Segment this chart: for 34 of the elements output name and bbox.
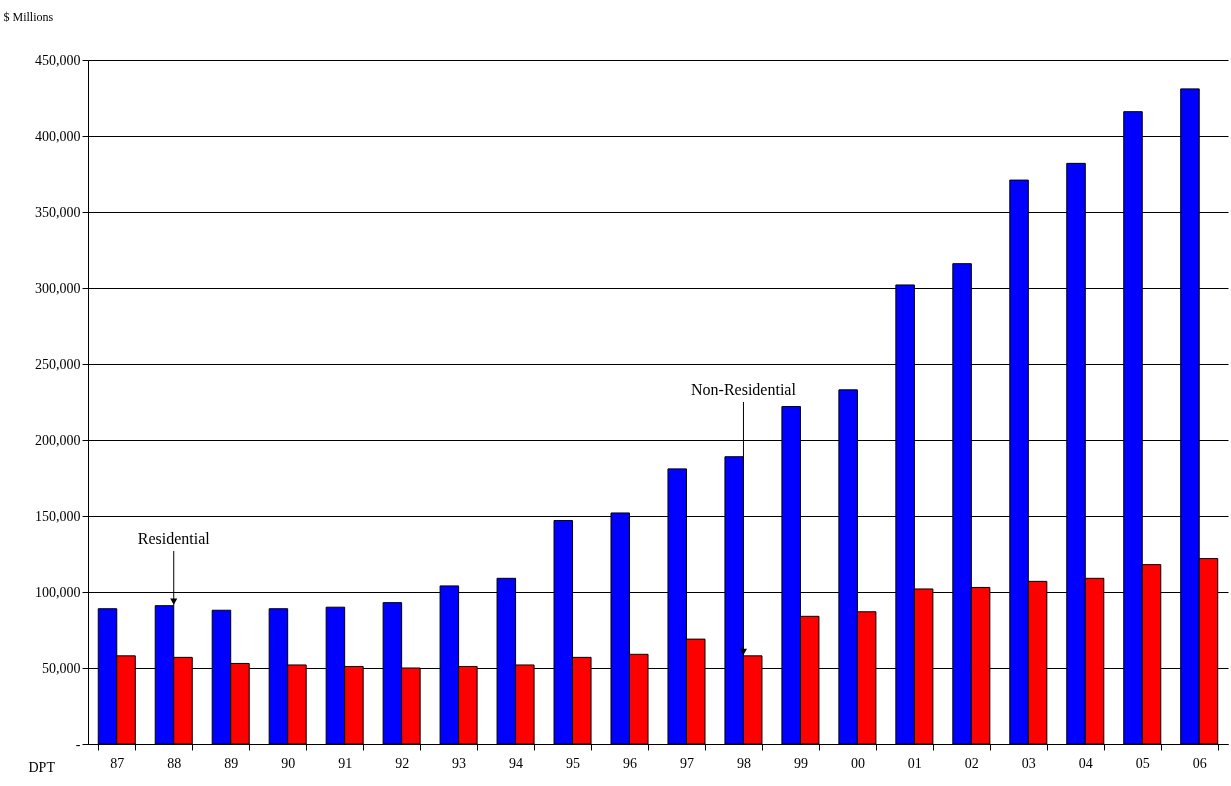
x-tick-label: 87 — [110, 755, 125, 771]
y-tick-label: - — [75, 736, 81, 752]
annotation: Non-Residential — [691, 381, 797, 398]
x-tick-label: 01 — [907, 755, 922, 771]
y-tick-label: 400,000 — [35, 128, 81, 144]
x-tick-label: 92 — [395, 755, 410, 771]
x-tick-label: 96 — [623, 755, 638, 771]
y-tick-label: 200,000 — [35, 432, 81, 448]
x-tick-label: 03 — [1021, 755, 1036, 771]
y-axis-title: $ Millions — [3, 9, 54, 24]
y-tick-label: 350,000 — [35, 204, 81, 220]
x-tick-label: 91 — [338, 755, 353, 771]
x-axis-title: DPT — [28, 759, 56, 775]
y-tick-label: 450,000 — [35, 52, 81, 68]
x-tick-label: 99 — [793, 755, 808, 771]
x-tick-label: 00 — [850, 755, 865, 771]
x-tick-label: 97 — [679, 755, 694, 771]
x-tick-label: 02 — [964, 755, 979, 771]
y-tick-label: 250,000 — [35, 356, 81, 372]
y-tick-label: 150,000 — [35, 508, 81, 524]
x-tick-label: 89 — [224, 755, 239, 771]
x-tick-label: 94 — [509, 755, 524, 771]
x-tick-label: 88 — [167, 755, 182, 771]
annotation: Residential — [137, 529, 211, 547]
y-tick-label: 300,000 — [35, 280, 81, 296]
y-tick-label: 50,000 — [42, 660, 81, 676]
x-tick-label: 06 — [1192, 755, 1207, 771]
x-tick-label: 98 — [736, 755, 751, 771]
x-tick-label: 04 — [1078, 755, 1093, 771]
x-tick-label: 90 — [281, 755, 296, 771]
x-tick-label: 93 — [452, 755, 467, 771]
x-tick-label: 05 — [1135, 755, 1150, 771]
y-tick-label: 100,000 — [35, 584, 81, 600]
x-tick-label: 95 — [566, 755, 581, 771]
